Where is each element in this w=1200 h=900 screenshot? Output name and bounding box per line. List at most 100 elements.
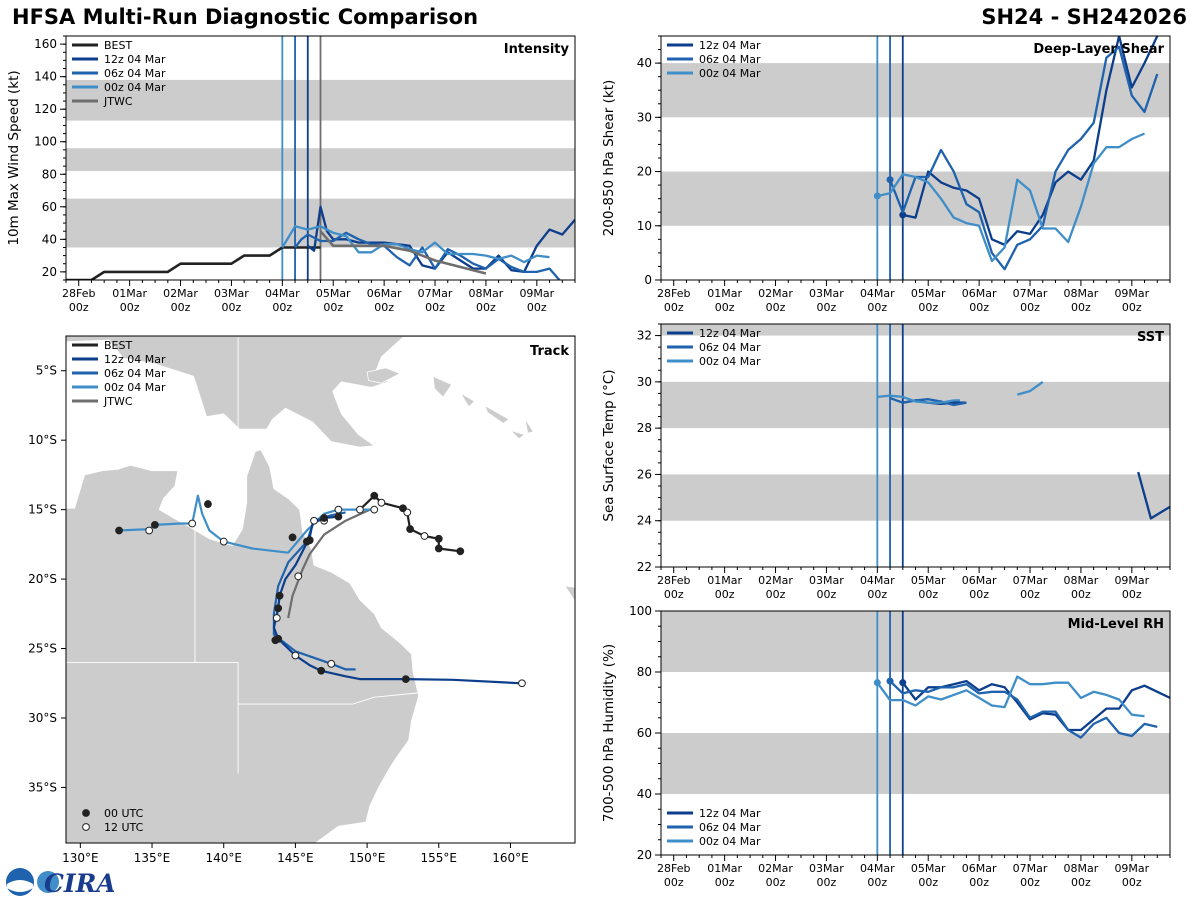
series-group (873, 675, 1170, 739)
x-tick-label: 00z (817, 588, 837, 601)
marker-00utc (305, 536, 314, 545)
x-tick-label: 00z (1071, 876, 1091, 889)
x-tick-label: 00z (272, 301, 292, 314)
x-tick-label: 28Feb (657, 862, 690, 875)
sst-panel: 22242628303228Feb00z01Mar00z02Mar00z03Ma… (601, 323, 1171, 601)
x-tick-label: 145°E (277, 851, 314, 865)
y-tick-label: 80 (42, 167, 57, 181)
x-tick-label: 02Mar (163, 287, 198, 300)
shaded-band (661, 63, 1170, 118)
solomon-island-land (524, 417, 535, 434)
marker-00utc (401, 675, 410, 683)
x-tick-label: 00z (476, 301, 496, 314)
x-tick-label: 00z (664, 301, 684, 314)
y-tick-label: 160 (34, 37, 57, 51)
y-tick-label: 25°S (28, 642, 57, 656)
marker-12utc (272, 614, 281, 622)
x-tick-label: 07Mar (1013, 287, 1048, 300)
x-tick-label: 28Feb (657, 287, 690, 300)
marker-00utc (434, 534, 443, 543)
x-tick-label: 01Mar (112, 287, 147, 300)
y-tick-label: 80 (637, 665, 652, 679)
x-tick-label: 02Mar (758, 287, 793, 300)
x-tick-label: 00z (120, 301, 140, 314)
x-tick-label: 00z (918, 301, 938, 314)
y-tick-label: 60 (42, 200, 57, 214)
x-tick-label: 00z (867, 588, 887, 601)
marker-00utc (320, 514, 328, 522)
marker-12utc (334, 505, 343, 514)
legend-label: 00z 04 Mar (699, 355, 761, 368)
y-tick-label: 32 (637, 329, 652, 343)
x-tick-label: 00z (664, 876, 684, 889)
marker-00utc (434, 544, 443, 553)
legend-label: BEST (104, 339, 132, 352)
run00-init-point (873, 192, 881, 200)
marker-12utc (291, 651, 300, 660)
x-tick-label: 00z (1122, 588, 1142, 601)
x-tick-label: 155°E (421, 851, 458, 865)
x-tick-label: 00z (1122, 301, 1142, 314)
x-tick-label: 02Mar (758, 862, 793, 875)
series-group (873, 36, 1159, 271)
legend-label: 12z 04 Mar (699, 327, 761, 340)
x-tick-label: 00z (1020, 876, 1040, 889)
y-tick-label: 20 (42, 265, 57, 279)
x-tick-label: 00z (69, 301, 89, 314)
x-tick-label: 01Mar (707, 862, 742, 875)
marker-12utc (370, 505, 379, 514)
marker-00utc (334, 512, 343, 521)
y-axis-label: 200-850 hPa Shear (kt) (601, 80, 617, 237)
map-group (66, 336, 575, 843)
panel-title: Track (530, 344, 569, 359)
legend-label: 00z 04 Mar (699, 67, 761, 80)
legend-label: 12z 04 Mar (699, 39, 761, 52)
legend-label: 06z 04 Mar (104, 367, 166, 380)
run06-init-point (886, 176, 894, 184)
x-tick-label: 03Mar (809, 287, 844, 300)
marker-00utc (274, 604, 283, 613)
marker-12utc (377, 498, 386, 507)
run12-init-point (899, 679, 907, 687)
run00-series-line (1016, 380, 1044, 396)
x-tick-label: 00z (918, 588, 938, 601)
figure-title: HFSA Multi-Run Diagnostic Comparison (12, 5, 479, 29)
marker-12utc (219, 537, 228, 546)
shaded-band (661, 324, 1170, 336)
run00-series-line (281, 225, 550, 264)
y-tick-label: 40 (42, 232, 57, 246)
x-tick-label: 135°E (134, 851, 171, 865)
x-tick-label: 02Mar (758, 574, 793, 587)
y-axis-label: Sea Surface Temp (°C) (601, 369, 617, 521)
x-tick-label: 08Mar (1064, 287, 1099, 300)
marker-12utc (188, 519, 197, 528)
x-tick-label: 03Mar (809, 862, 844, 875)
legend-label: 12z 04 Mar (104, 353, 166, 366)
y-tick-label: 20 (637, 848, 652, 862)
x-tick-label: 09Mar (1114, 862, 1149, 875)
x-tick-label: 05Mar (316, 287, 351, 300)
x-tick-label: 06Mar (367, 287, 402, 300)
y-tick-label: 24 (637, 514, 652, 528)
marker-12utc (294, 572, 303, 581)
y-axis-label: 700-500 hPa Humidity (%) (601, 644, 617, 822)
x-tick-label: 03Mar (809, 574, 844, 587)
x-tick-label: 06Mar (962, 862, 997, 875)
y-tick-label: 140 (34, 70, 57, 84)
y-tick-label: 30°S (28, 711, 57, 725)
x-tick-label: 07Mar (1013, 862, 1048, 875)
panel-title: Intensity (504, 42, 570, 57)
run06-series-line (889, 397, 967, 407)
x-tick-label: 00z (969, 588, 989, 601)
x-tick-label: 00z (969, 301, 989, 314)
panel-title: Mid-Level RH (1068, 617, 1164, 632)
marker-00utc (399, 504, 407, 513)
y-tick-label: 26 (637, 467, 652, 481)
globe-icon (37, 871, 59, 893)
x-tick-label: 00z (715, 588, 735, 601)
run00-series-line (877, 394, 960, 404)
